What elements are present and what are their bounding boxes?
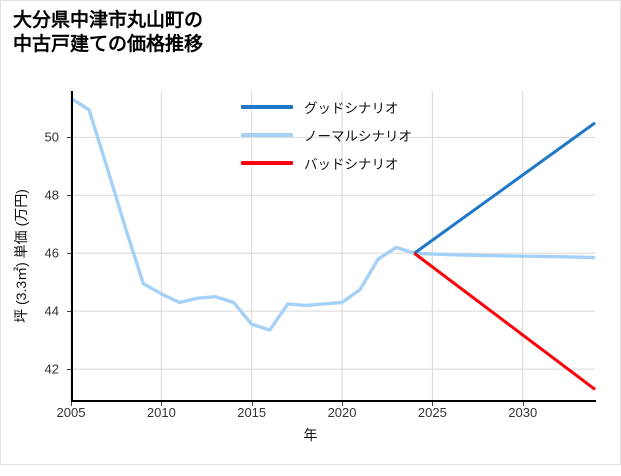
x-tick-label: 2020 <box>327 405 357 420</box>
legend-label-bad: バッドシナリオ <box>304 157 399 172</box>
x-tick-label: 2010 <box>146 405 176 420</box>
y-axis-label: 坪 (3.3㎡) 単価 (万円) <box>13 189 29 323</box>
plot-area <box>70 91 596 401</box>
x-tick-label: 2025 <box>417 405 447 420</box>
x-tick-mark <box>161 402 163 406</box>
y-tick-label: 42 <box>44 361 59 377</box>
x-tick-label: 2030 <box>508 405 538 420</box>
y-tick-mark <box>67 195 71 197</box>
x-tick-mark <box>432 402 434 406</box>
legend-item-bad[interactable]: バッドシナリオ <box>241 149 412 177</box>
x-tick-label: 2005 <box>56 405 86 420</box>
x-tick-mark <box>342 402 344 406</box>
y-tick-mark <box>67 369 71 371</box>
chart-frame: 大分県中津市丸山町の 中古戸建ての価格推移 2005 2010 2015 2020 20… <box>0 0 621 465</box>
y-tick-label: 48 <box>44 187 59 203</box>
x-tick-label: 2015 <box>237 405 267 420</box>
chart-title: 大分県中津市丸山町の 中古戸建ての価格推移 <box>13 10 204 56</box>
legend-label-good: グッドシナリオ <box>304 101 399 116</box>
series-line <box>70 96 596 332</box>
x-tick-mark <box>522 402 524 406</box>
chart-legend: グッドシナリオ ノーマルシナリオ バッドシナリオ <box>241 93 412 177</box>
y-tick-mark <box>67 253 71 255</box>
legend-item-normal[interactable]: ノーマルシナリオ <box>241 121 412 149</box>
series-layer <box>70 96 596 391</box>
y-tick-mark <box>67 311 71 313</box>
grid-layer <box>70 91 595 401</box>
x-tick-mark <box>251 402 253 406</box>
legend-label-normal: ノーマルシナリオ <box>304 129 412 144</box>
legend-swatch-good <box>241 105 293 109</box>
y-tick-label: 44 <box>44 303 59 319</box>
legend-swatch-normal <box>241 133 293 137</box>
y-tick-mark <box>67 137 71 139</box>
y-axis-line <box>71 91 73 402</box>
x-axis-line <box>71 400 596 402</box>
y-tick-label: 50 <box>44 129 59 145</box>
series-line <box>413 121 596 255</box>
legend-item-good[interactable]: グッドシナリオ <box>241 93 412 121</box>
series-line <box>413 252 596 391</box>
legend-swatch-bad <box>241 161 293 165</box>
x-tick-mark <box>71 402 72 406</box>
plot-background <box>71 91 595 401</box>
y-tick-label: 46 <box>44 245 59 261</box>
x-axis-label: 年 <box>303 427 318 443</box>
